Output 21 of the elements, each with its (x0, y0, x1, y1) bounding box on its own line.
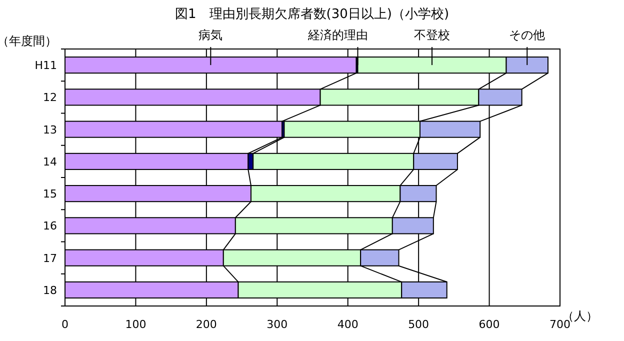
y-tick-label: 13 (43, 123, 57, 136)
y-tick-label: 18 (43, 284, 57, 297)
x-tick-label: 600 (478, 318, 500, 331)
x-tick-label: 500 (408, 318, 430, 331)
y-tick-label: H11 (34, 59, 57, 72)
x-tick-label: 100 (125, 318, 146, 331)
x-tick-label: 0 (62, 318, 68, 331)
x-tick-label: 200 (196, 318, 217, 331)
series-label: 不登校 (414, 28, 450, 42)
series-label: 病気 (198, 28, 223, 42)
x-tick-label: 300 (266, 318, 288, 331)
y-tick-label: 16 (43, 220, 57, 233)
series-label: 経済的理由 (306, 28, 368, 42)
y-tick-label: 15 (43, 188, 57, 201)
chart-title: 図1 理由別長期欠席者数(30日以上)（小学校) (174, 6, 450, 22)
y-tick-label: 17 (43, 252, 57, 265)
y-axis-title: （年度間） (0, 34, 57, 48)
y-tick-label: 12 (43, 91, 57, 104)
series-label: その他 (509, 28, 546, 42)
x-tick-label: 400 (337, 318, 358, 331)
y-tick-label: 14 (43, 155, 57, 168)
